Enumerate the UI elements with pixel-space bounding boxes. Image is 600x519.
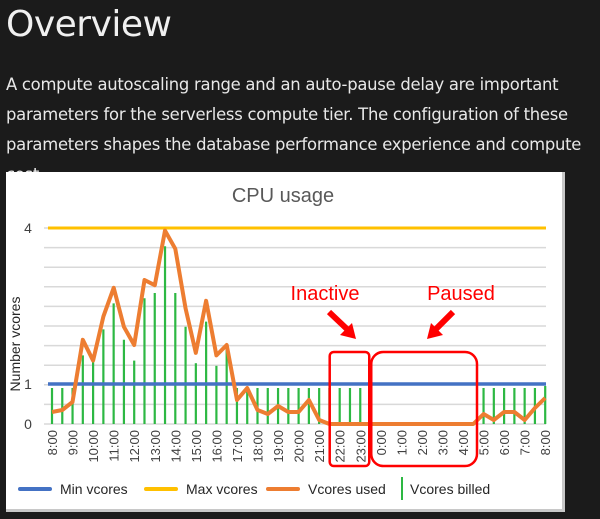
x-tick-label: 7:00 (518, 430, 533, 455)
chart-title: CPU usage (232, 185, 334, 207)
x-tick-label: 19:00 (271, 430, 286, 463)
inactive-arrowhead-icon (340, 323, 356, 339)
inactive-label: Inactive (291, 283, 360, 305)
y-axis-ticks: 4 1 0 (24, 220, 32, 432)
vcores-used-line (51, 228, 547, 426)
x-tick-label: 13:00 (148, 430, 163, 463)
legend-label: Vcores billed (410, 481, 490, 497)
chart-legend: Min vcores Max vcores Vcores used Vcores bi… (18, 477, 490, 500)
y-axis-label: Number vcores (7, 297, 23, 392)
annotations: Inactive Paused (291, 283, 495, 468)
legend-label: Min vcores (60, 481, 128, 497)
x-tick-label: 5:00 (477, 430, 492, 455)
x-tick-label: 21:00 (312, 430, 327, 463)
x-tick-label: 22:00 (333, 430, 348, 463)
x-tick-label: 8:00 (538, 430, 553, 455)
x-tick-label: 18:00 (251, 430, 266, 463)
x-tick-label: 8:00 (45, 430, 60, 455)
inactive-arrow-icon (326, 309, 351, 333)
x-tick-label: 9:00 (66, 430, 81, 455)
inactive-box (328, 350, 371, 468)
x-tick-label: 17:00 (230, 430, 245, 463)
x-tick-label: 10:00 (86, 430, 101, 463)
legend-label: Max vcores (186, 481, 258, 497)
paused-box (370, 350, 479, 468)
x-tick-label: 1:00 (394, 430, 409, 455)
paused-arrowhead-icon (427, 323, 443, 339)
x-tick-label: 6:00 (497, 430, 512, 455)
legend-label: Vcores used (308, 481, 386, 497)
x-tick-label: 4:00 (456, 430, 471, 455)
cpu-usage-chart: CPU usage Number vcores 4 1 0 8:00 9:00 10:0… (6, 172, 565, 512)
x-tick-label: 15:00 (189, 430, 204, 463)
x-tick-label: 23:00 (353, 430, 368, 463)
x-axis-ticks: 8:00 9:00 10:00 11:00 12:00 13:00 14:00 15:00 16… (45, 430, 553, 463)
page-title: Overview (6, 4, 172, 45)
x-tick-label: 14:00 (168, 430, 183, 463)
x-tick-label: 20:00 (292, 430, 307, 463)
vcores-billed-bars (50, 246, 547, 424)
series-lines (48, 226, 547, 426)
y-tick-label: 1 (24, 376, 32, 392)
paused-label: Paused (427, 283, 495, 305)
x-tick-label: 0:00 (374, 430, 389, 455)
x-tick-label: 16:00 (209, 430, 224, 463)
x-tick-label: 11:00 (107, 430, 122, 462)
y-tick-label: 4 (24, 220, 32, 236)
gridlines (44, 227, 546, 425)
x-tick-label: 12:00 (127, 430, 142, 463)
chart-canvas: CPU usage Number vcores 4 1 0 8:00 9:00 10:0… (7, 185, 553, 500)
y-tick-label: 0 (24, 416, 32, 432)
paused-arrow-icon (432, 309, 456, 333)
x-tick-label: 2:00 (415, 430, 430, 455)
x-tick-label: 3:00 (435, 430, 450, 455)
